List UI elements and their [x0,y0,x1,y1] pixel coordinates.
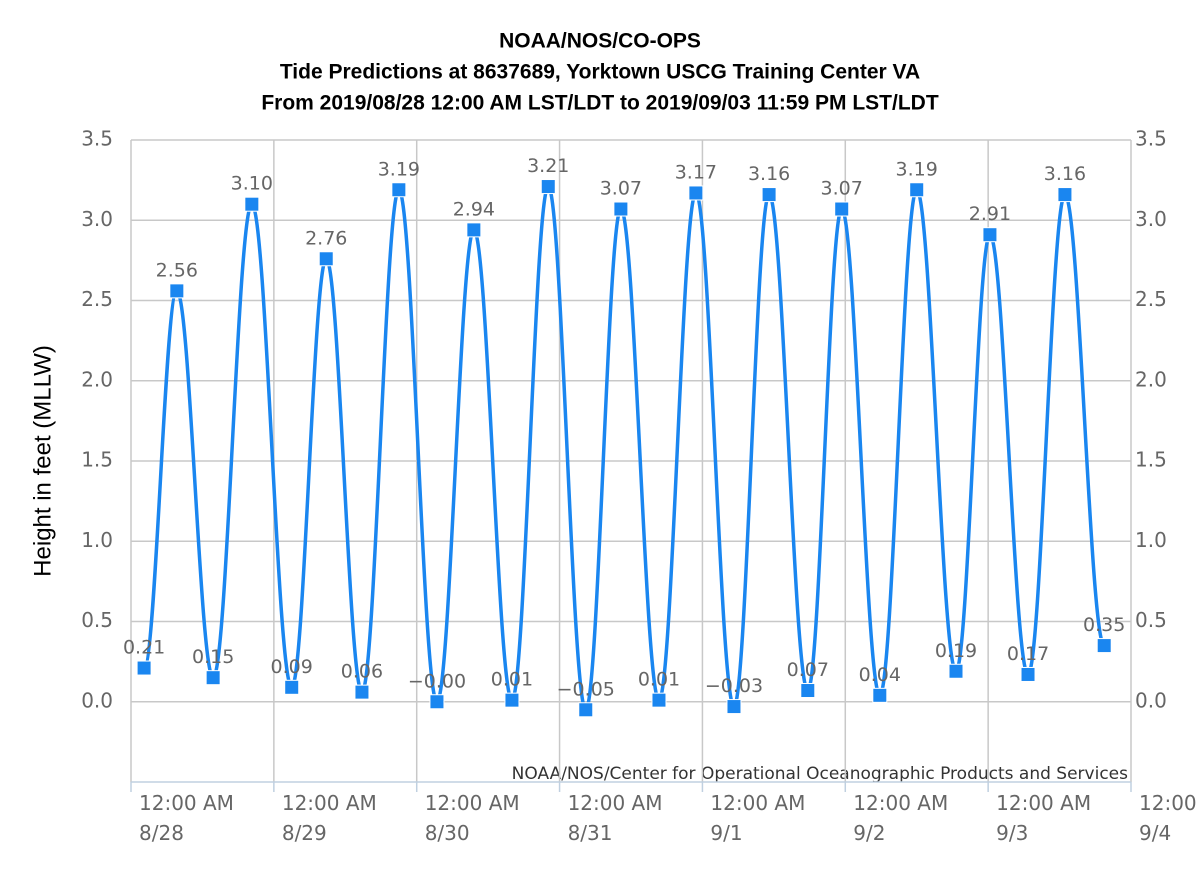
chart-title: NOAA/NOS/CO-OPS [499,30,701,53]
y2-tick-label: 2.0 [1135,367,1167,391]
grid [130,139,1132,782]
marker [244,196,260,212]
data-label: 0.21 [123,637,165,659]
credits: NOAA/NOS/Center for Operational Oceanogr… [512,764,1128,784]
data-label: 3.21 [527,155,569,177]
marker [909,182,925,198]
y2-tick-label: 3.0 [1135,207,1167,231]
y2-tick-label: 1.5 [1135,448,1167,472]
y-tick-label: 2.5 [81,287,113,311]
marker [800,683,816,699]
data-label: 3.07 [600,178,642,200]
data-label: 0.01 [491,669,533,691]
marker [429,694,445,710]
data-label: −0.03 [705,675,763,697]
data-label: 0.17 [1007,643,1049,665]
data-label: 3.07 [821,178,863,200]
y2-tick-label: 0.5 [1135,608,1167,632]
marker [834,201,850,217]
marker [284,679,300,695]
marker [354,684,370,700]
y-tick-label: 3.5 [81,127,113,151]
data-label: 3.10 [231,173,273,195]
marker [726,699,742,715]
marker [872,687,888,703]
y-tick-label: 0.0 [81,688,113,712]
x-tick-label: 12:00 AM 8/29 [282,791,377,845]
data-label: 3.19 [896,158,938,180]
y2-tick-label: 3.5 [1135,127,1167,151]
y-tick-label: 2.0 [81,367,113,391]
marker [651,692,667,708]
x-tick-label: 12:00 AM 8/30 [425,791,520,845]
data-label: 3.19 [378,158,420,180]
marker [466,222,482,238]
x-tick-label: 12:00 AM 8/31 [568,791,663,845]
marker [948,663,964,679]
marker [578,702,594,718]
data-label: 0.35 [1083,614,1125,636]
data-label: 0.19 [935,640,977,662]
marker [1057,187,1073,203]
y-tick-label: 3.0 [81,207,113,231]
data-label: 2.76 [305,227,347,249]
x-tick-label: 12:00 AM 9/3 [996,791,1091,845]
data-label: 0.01 [638,669,680,691]
marker [688,185,704,201]
x-tick-label: 12:00 AM 8/28 [139,791,234,845]
data-label: −0.00 [408,670,466,692]
y-axis-title: Height in feet (MLLW) [29,345,56,577]
y-tick-label: 1.0 [81,528,113,552]
data-label: 0.15 [192,646,234,668]
marker [613,201,629,217]
marker [540,179,556,195]
data-label: 2.94 [453,198,495,220]
marker [205,670,221,686]
marker [169,283,185,299]
data-label: 3.16 [748,163,790,185]
chart-subtitle: Tide Predictions at 8637689, Yorktown US… [280,61,920,84]
y2-tick-label: 0.0 [1135,688,1167,712]
chart-subtitle: From 2019/08/28 12:00 AM LST/LDT to 2019… [261,92,938,115]
data-label: 2.56 [156,259,198,281]
marker [504,692,520,708]
y-tick-label: 0.5 [81,608,113,632]
marker [761,187,777,203]
data-label: 3.17 [675,161,717,183]
data-label: 0.06 [341,661,383,683]
tide-line [142,184,1106,712]
marker [1096,638,1112,654]
marker [982,227,998,243]
data-label: −0.05 [557,678,615,700]
data-label: 0.04 [859,664,901,686]
marker [136,660,152,676]
y-tick-label: 1.5 [81,448,113,472]
marker [391,182,407,198]
x-tick-label: 12:00 AM9/4 [1139,791,1200,845]
y2-tick-label: 2.5 [1135,287,1167,311]
x-tick-label: 12:00 AM 9/2 [853,791,948,845]
data-label: 2.91 [969,203,1011,225]
data-label: 0.09 [271,656,313,678]
x-tick-label: 12:00 AM 9/1 [710,791,805,845]
marker [318,251,334,267]
data-label: 0.07 [787,659,829,681]
y2-tick-label: 1.0 [1135,528,1167,552]
marker [1020,666,1036,682]
data-label: 3.16 [1044,163,1086,185]
